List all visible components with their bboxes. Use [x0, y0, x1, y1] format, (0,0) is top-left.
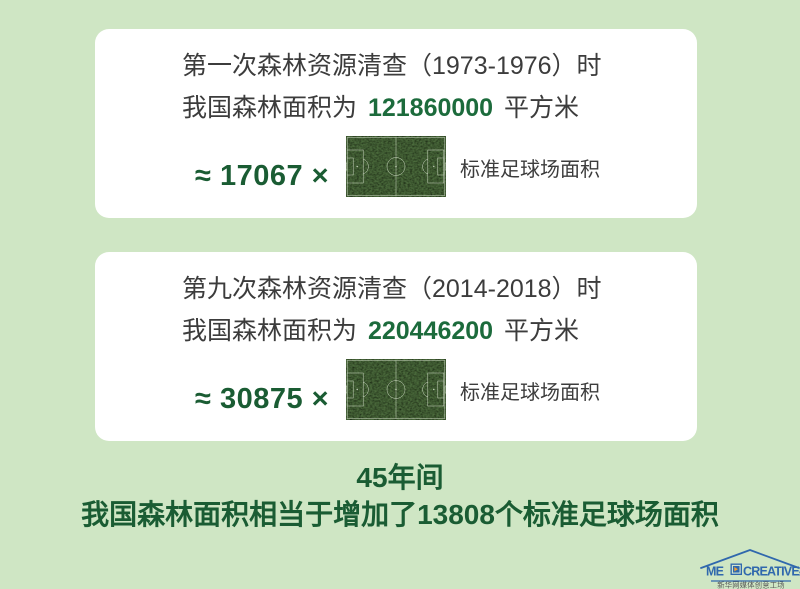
svg-text:CREATIVES: CREATIVES	[743, 565, 800, 579]
svg-text:ME: ME	[706, 565, 724, 579]
